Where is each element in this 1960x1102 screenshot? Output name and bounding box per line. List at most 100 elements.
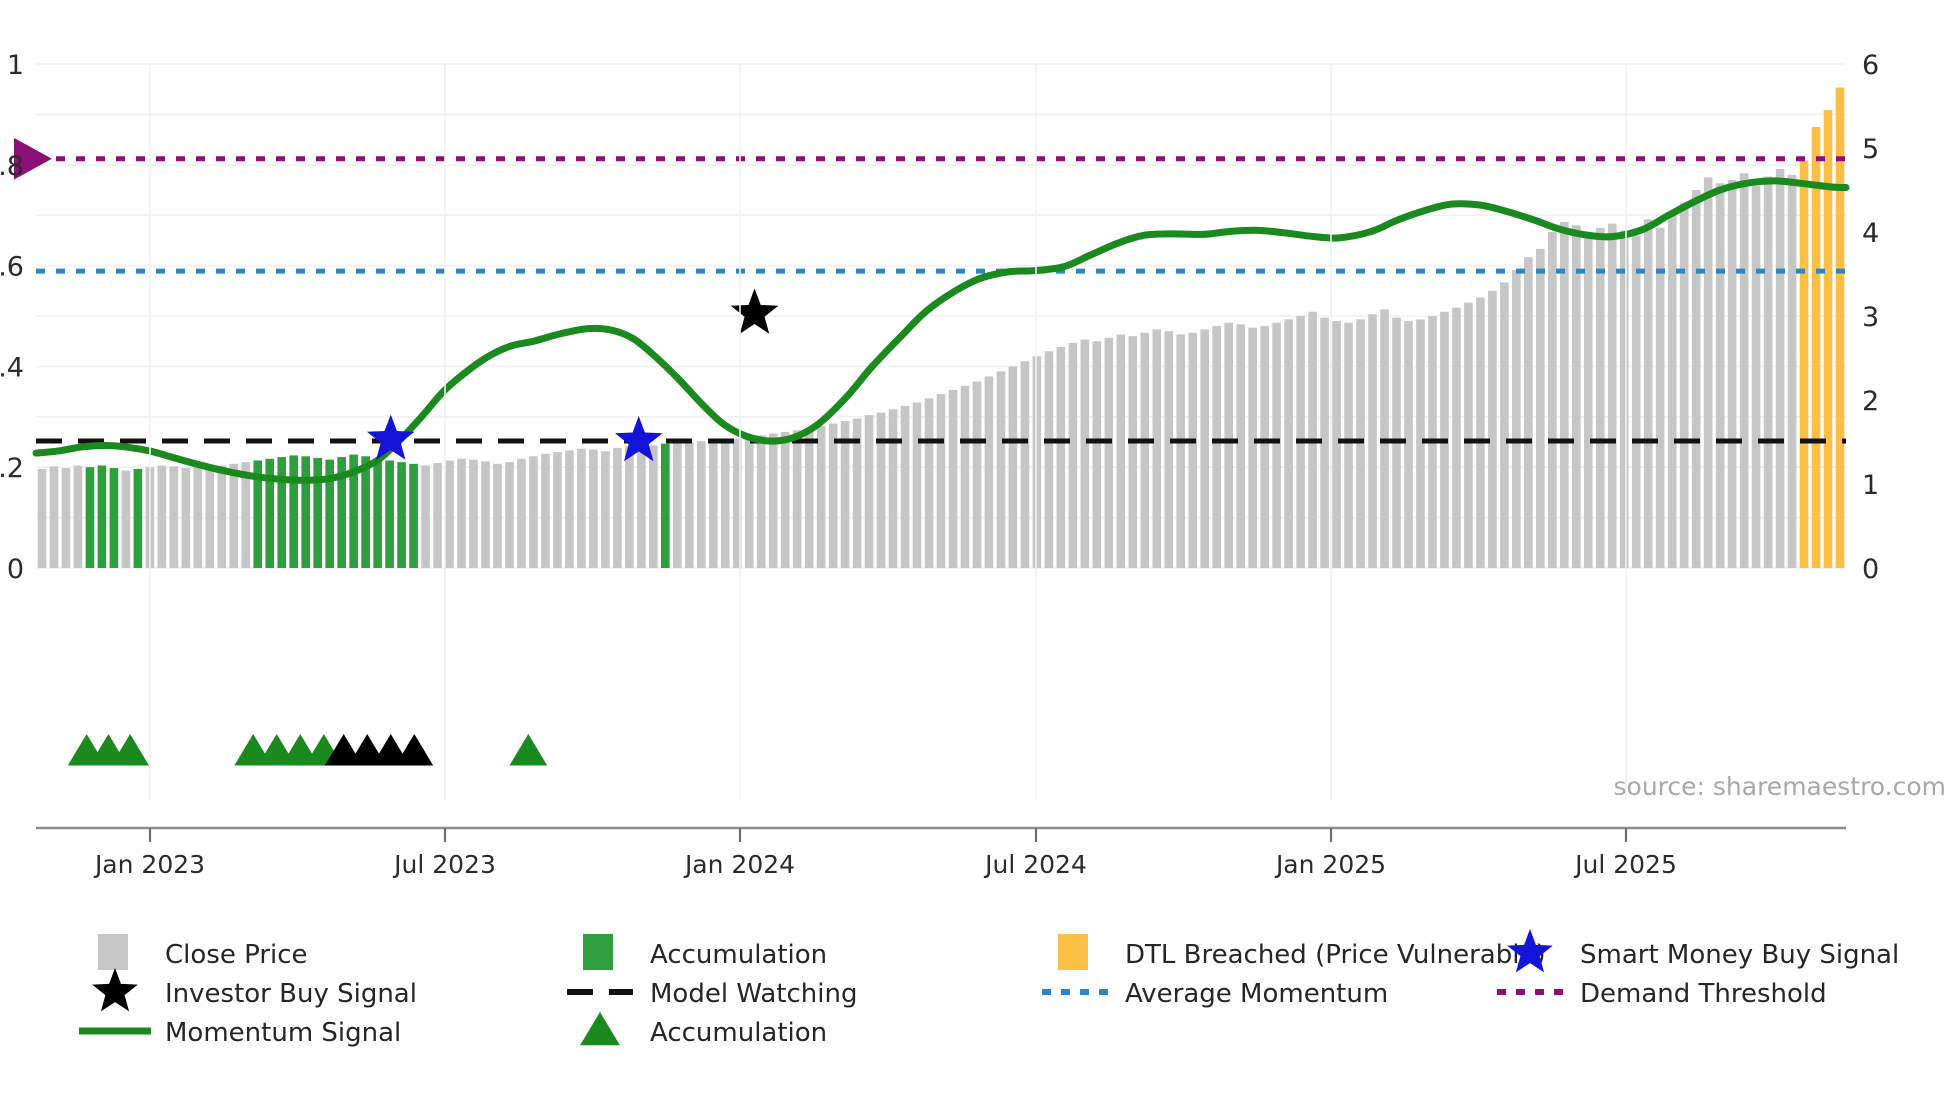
price-bar	[253, 460, 263, 568]
price-bar	[1524, 257, 1533, 568]
price-bar	[1667, 215, 1677, 568]
right-axis-ticks: 0 1 2 3 4 5 6	[1862, 50, 1879, 585]
price-bar	[1332, 321, 1341, 568]
price-bar	[457, 458, 466, 568]
left-axis-tick-label: 0.4	[0, 352, 24, 383]
price-bar	[649, 445, 658, 568]
x-axis-tick-label: Jan 2024	[683, 850, 795, 879]
price-bar	[1823, 110, 1833, 568]
legend-label: Demand Threshold	[1580, 979, 1827, 1009]
price-bar	[109, 468, 119, 568]
price-bar	[265, 458, 275, 568]
price-bar	[1152, 329, 1162, 568]
price-bar	[1595, 227, 1605, 569]
price-bar	[1236, 324, 1245, 568]
price-bar	[984, 376, 994, 568]
price-bar	[1284, 319, 1293, 568]
left-axis-tick-label: 0	[7, 554, 24, 585]
price-bar	[1104, 337, 1114, 568]
right-axis-tick-label: 1	[1862, 470, 1879, 501]
price-bar	[85, 467, 95, 568]
legend-label: Momentum Signal	[165, 1018, 401, 1048]
price-bar	[1140, 332, 1150, 568]
price-bar	[720, 440, 730, 568]
price-bar	[1751, 185, 1761, 569]
price-bar	[1763, 176, 1773, 568]
legend-label: Model Watching	[650, 979, 857, 1009]
price-bar	[1032, 356, 1042, 568]
price-bar	[1631, 235, 1641, 569]
threshold-lines	[36, 156, 1846, 444]
price-bar	[505, 462, 514, 568]
price-bar	[864, 415, 874, 568]
price-bar	[1356, 319, 1365, 568]
price-bar	[780, 431, 790, 568]
accumulation-triangle-marker	[509, 734, 548, 766]
price-bar	[996, 371, 1006, 568]
legend-label: Accumulation	[650, 1018, 827, 1048]
price-bar	[1571, 225, 1581, 568]
price-bar	[97, 465, 107, 568]
x-axis-tick-label: Jan 2023	[93, 850, 205, 879]
price-bar	[1536, 248, 1545, 569]
price-bar	[1488, 290, 1497, 568]
chart-legend: Close Price Accumulation DTL Breached (Pri…	[79, 929, 1899, 1048]
price-bar	[1619, 230, 1629, 568]
price-bar	[1344, 322, 1353, 568]
price-bar	[1512, 269, 1521, 568]
legend-label: Smart Money Buy Signal	[1580, 940, 1899, 970]
legend-item: Accumulation	[583, 934, 827, 970]
price-bar	[301, 456, 311, 568]
price-bar	[1044, 351, 1054, 568]
left-axis-tick-label: 0.8	[0, 151, 24, 182]
price-bar	[1727, 179, 1737, 569]
price-bar	[613, 447, 622, 568]
price-bar	[133, 468, 143, 568]
accumulation-triangles	[67, 734, 548, 766]
legend-item: DTL Breached (Price Vulnerable)	[1058, 934, 1546, 970]
price-bar	[421, 465, 430, 568]
price-bar	[1164, 331, 1174, 568]
source-attribution: source: sharemaestro.com	[1614, 772, 1947, 801]
price-bar	[972, 381, 982, 568]
accumulation-triangle-marker	[111, 734, 150, 766]
price-bar	[409, 463, 418, 568]
price-bar	[1116, 334, 1126, 568]
price-bar	[637, 444, 646, 568]
price-bar	[325, 459, 334, 568]
price-bar	[181, 468, 191, 568]
price-bar	[1811, 127, 1821, 568]
legend-label: Close Price	[165, 940, 308, 970]
signal-markers	[14, 137, 779, 462]
price-bar	[193, 467, 203, 568]
price-bar	[1020, 361, 1030, 568]
price-bar	[1092, 341, 1102, 568]
price-bar	[732, 438, 742, 568]
price-bar	[1224, 322, 1233, 568]
left-axis-tick-label: 0.2	[0, 453, 24, 484]
price-bar	[1176, 334, 1186, 568]
price-bar	[625, 446, 634, 568]
price-bar	[1272, 322, 1281, 568]
price-bar	[744, 436, 754, 568]
price-bar	[792, 430, 802, 568]
legend-label: Accumulation	[650, 940, 827, 970]
left-axis-tick-label: 0.6	[0, 252, 24, 283]
price-bar	[1248, 327, 1257, 568]
price-bar	[289, 455, 299, 568]
price-bar	[696, 441, 706, 568]
price-bar	[229, 463, 239, 568]
price-bar	[1560, 221, 1569, 569]
price-bar	[241, 462, 251, 568]
legend-swatch-star	[92, 968, 138, 1012]
price-bar	[121, 470, 131, 568]
price-bar	[493, 463, 502, 568]
legend-label: Average Momentum	[1125, 979, 1388, 1009]
price-bar	[1128, 336, 1138, 568]
price-bar	[948, 389, 958, 568]
x-axis-tick-label: Jul 2025	[1573, 850, 1677, 879]
price-bar	[1607, 223, 1617, 568]
price-bar	[1739, 173, 1749, 568]
price-bar	[481, 461, 490, 568]
